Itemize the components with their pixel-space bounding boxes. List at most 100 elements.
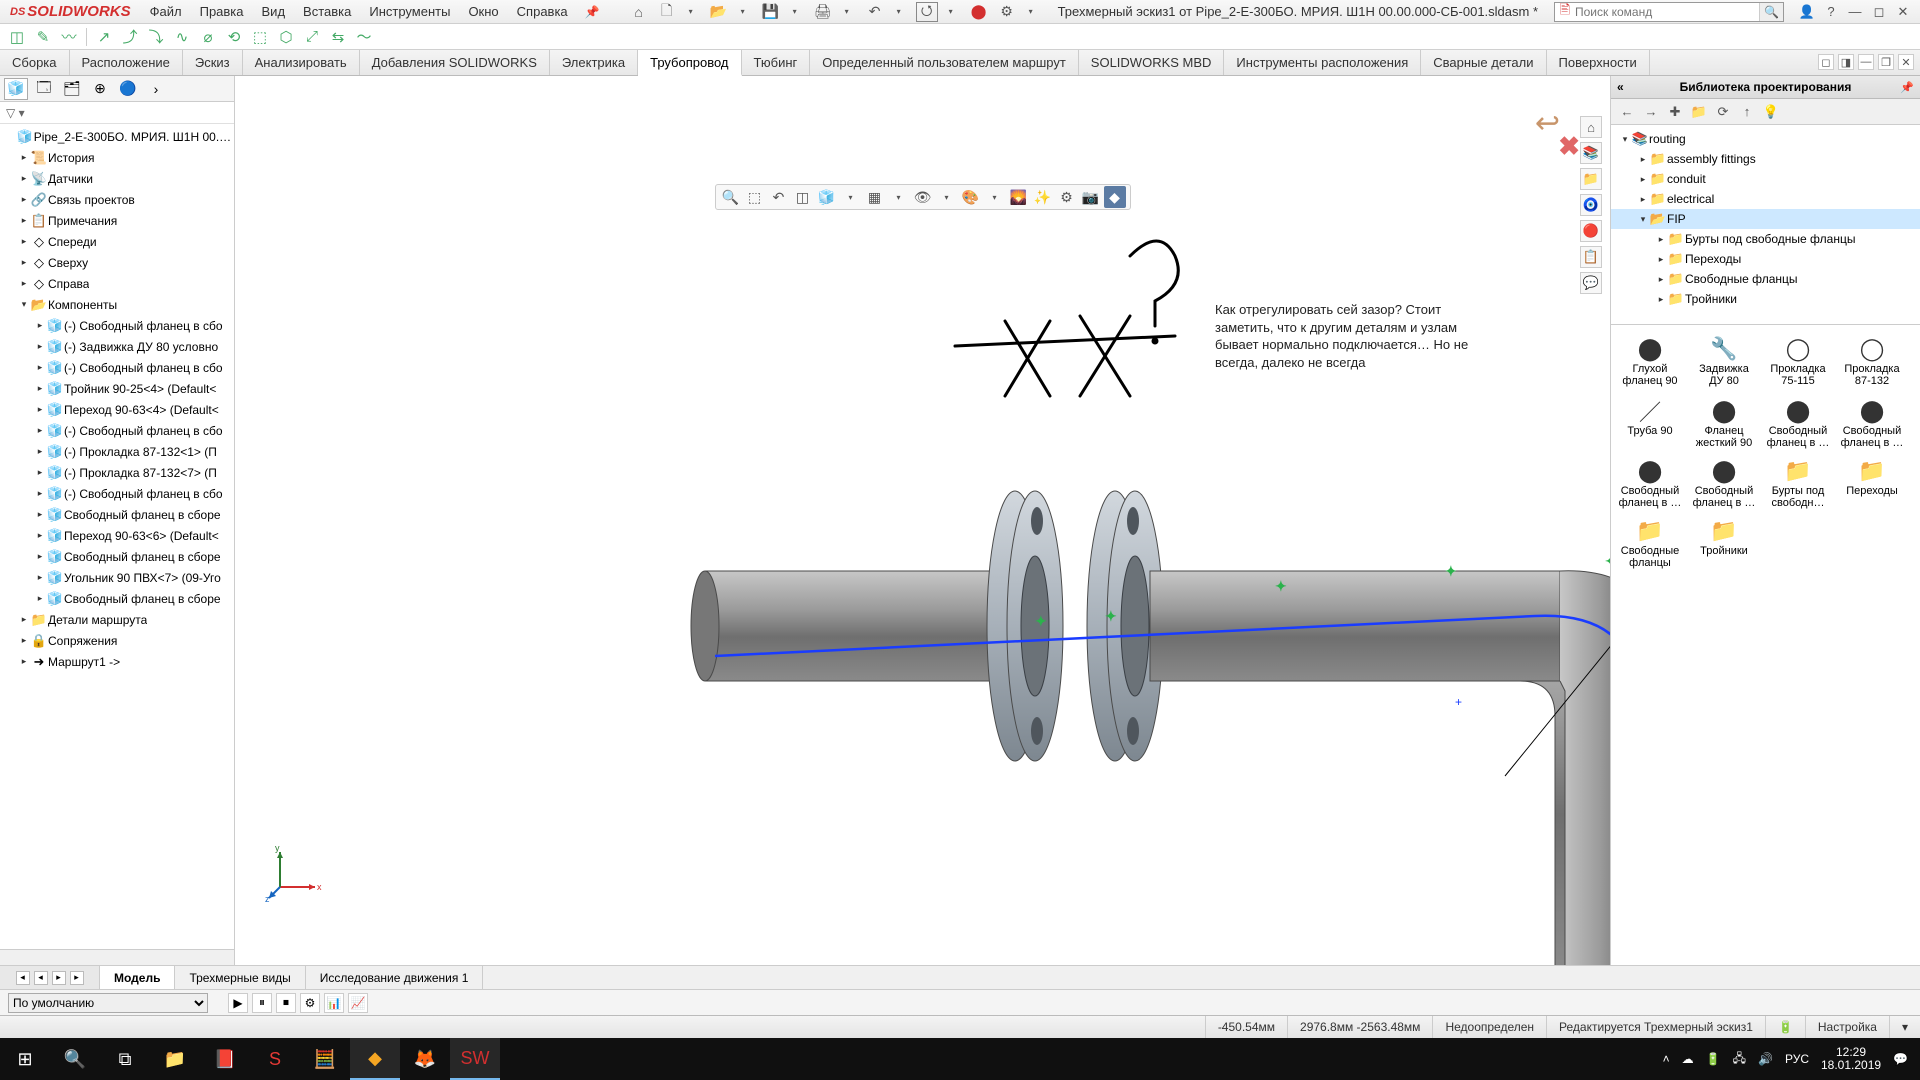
save-icon[interactable]: 💾 [760, 2, 782, 22]
new-icon[interactable]: 🗋 [656, 2, 678, 22]
tree-tab-display-icon[interactable]: 🔵 [116, 78, 140, 100]
pin-panel-icon[interactable]: 📌 [1900, 81, 1914, 94]
dlib-add-icon[interactable]: ✚ [1665, 102, 1685, 122]
tool-icon[interactable]: ∿ [173, 28, 191, 46]
display-style-icon[interactable]: ▦ [864, 186, 886, 208]
dlib-tree-row[interactable]: ▸📁Тройники [1611, 289, 1920, 309]
motion-icon[interactable]: ▶ [228, 993, 248, 1013]
tree-row[interactable]: ▸📡Датчики [0, 168, 234, 189]
tool-icon[interactable]: ⬡ [277, 28, 295, 46]
app-icon[interactable]: ◆ [350, 1038, 400, 1080]
pdf-icon[interactable]: 📕 [200, 1038, 250, 1080]
design-library-tree[interactable]: ▾📚routing▸📁assembly fittings▸📁conduit▸📁e… [1611, 125, 1920, 325]
dlib-item[interactable]: 📁Переходы [1837, 455, 1907, 511]
tree-row[interactable]: ▸🧊(-) Свободный фланец в сбо [0, 483, 234, 504]
cm-min-icon[interactable]: — [1858, 54, 1874, 70]
tool-icon[interactable]: ↗ [95, 28, 113, 46]
tray-battery-icon[interactable]: 🔋 [1706, 1052, 1721, 1066]
configuration-select[interactable]: По умолчанию [8, 993, 208, 1013]
cm-tab-1[interactable]: Расположение [70, 50, 183, 75]
tool-icon[interactable]: 〰 [60, 28, 78, 46]
user-icon[interactable]: 👤 [1796, 2, 1818, 22]
bottom-tab-1[interactable]: Трехмерные виды [175, 966, 305, 989]
menu-Правка[interactable]: Правка [191, 4, 253, 19]
command-search[interactable]: 🖹 🔍 [1554, 2, 1784, 22]
tree-row[interactable]: ▸◇Справа [0, 273, 234, 294]
appearance-icon[interactable]: 🎨 [960, 186, 982, 208]
tree-tab-feature-icon[interactable]: 🧊 [4, 78, 28, 100]
tree-row[interactable]: ▸🧊Переход 90-63<6> (Default< [0, 525, 234, 546]
dlib-back-icon[interactable]: ← [1617, 102, 1637, 122]
dlib-item[interactable]: 📁Бурты под свободн… [1763, 455, 1833, 511]
scene-icon[interactable]: 🌄 [1008, 186, 1030, 208]
tool-icon[interactable]: ⤢ [303, 28, 321, 46]
dlib-item[interactable]: ⬤Свободный фланец в … [1763, 395, 1833, 451]
tool-icon[interactable]: ⌀ [199, 28, 217, 46]
calc-icon[interactable]: 🧮 [300, 1038, 350, 1080]
tree-tab-property-icon[interactable]: 🗔 [32, 78, 56, 100]
tree-row[interactable]: ▸🧊(-) Прокладка 87-132<1> (П [0, 441, 234, 462]
view-settings-icon[interactable]: ⚙ [1056, 186, 1078, 208]
dlib-item[interactable]: ⬤Глухой фланец 90 [1615, 333, 1685, 391]
design-library-grid[interactable]: ⬤Глухой фланец 90🔧Задвижка ДУ 80 условно… [1611, 325, 1920, 965]
tool-icon[interactable]: ⤴ [121, 28, 139, 46]
taskview-button[interactable]: ⧉ [100, 1038, 150, 1080]
tray-volume-icon[interactable]: 🔊 [1758, 1052, 1773, 1066]
tree-tab-dim-icon[interactable]: ⊕ [88, 78, 112, 100]
cm-tab-4[interactable]: Добавления SOLIDWORKS [360, 50, 550, 75]
motion-icon[interactable]: ⏸ [252, 993, 272, 1013]
dlib-up-icon[interactable]: ↑ [1737, 102, 1757, 122]
cm-tab-2[interactable]: Эскиз [183, 50, 243, 75]
tool-icon[interactable]: ◫ [8, 28, 26, 46]
cm-dock-icon[interactable]: ◨ [1838, 54, 1854, 70]
dlib-item[interactable]: 📁Свободные фланцы [1615, 515, 1685, 571]
dlib-item[interactable]: ⬤Свободный фланец в … [1615, 455, 1685, 511]
tree-row[interactable]: ▸🧊Свободный фланец в сборе [0, 504, 234, 525]
minimize-icon[interactable]: — [1844, 2, 1866, 22]
tree-row[interactable]: ▸🧊Свободный фланец в сборе [0, 546, 234, 567]
tray-chevron-icon[interactable]: ˄ [1663, 1052, 1670, 1066]
tree-tab-config-icon[interactable]: 🗂 [60, 78, 84, 100]
menu-Файл[interactable]: Файл [141, 4, 191, 19]
dlib-item[interactable]: 🔧Задвижка ДУ 80 условно [1689, 333, 1759, 391]
pin-icon[interactable]: 📌 [577, 5, 608, 19]
motion-icon[interactable]: 📊 [324, 993, 344, 1013]
tool-icon[interactable]: ⬚ [251, 28, 269, 46]
render-icon[interactable]: ✨ [1032, 186, 1054, 208]
tab-nav-buttons[interactable]: ◂◂▸▸ [0, 966, 100, 989]
tree-row[interactable]: ▸◇Сверху [0, 252, 234, 273]
search-category-icon[interactable]: 🖹 [1555, 1, 1575, 23]
feature-tree[interactable]: 🧊Pipe_2-E-300БО. МРИЯ. Ш1Н 00.00.▸📜Истор… [0, 124, 234, 949]
cm-restore-icon[interactable]: ❐ [1878, 54, 1894, 70]
prev-view-icon[interactable]: ↶ [768, 186, 790, 208]
tree-row[interactable]: ▸◇Спереди [0, 231, 234, 252]
tree-row[interactable]: ▸🧊(-) Свободный фланец в сбо [0, 315, 234, 336]
rebuild-icon[interactable]: ⬤ [968, 2, 990, 22]
section-icon[interactable]: ◫ [792, 186, 814, 208]
cm-tab-0[interactable]: Сборка [0, 50, 70, 75]
dlib-tree-row[interactable]: ▸📁electrical [1611, 189, 1920, 209]
dlib-tree-row[interactable]: ▸📁Переходы [1611, 249, 1920, 269]
tree-row[interactable]: ▸📁Детали маршрута [0, 609, 234, 630]
tool-icon[interactable]: ✎ [34, 28, 52, 46]
home-icon[interactable]: ⌂ [628, 2, 650, 22]
dlib-tree-row[interactable]: ▸📁conduit [1611, 169, 1920, 189]
tree-row[interactable]: ▾📂Компоненты [0, 294, 234, 315]
tree-row[interactable]: ▸🧊Угольник 90 ПВХ<7> (09-Уго [0, 567, 234, 588]
tree-tab-more-icon[interactable]: › [144, 78, 168, 100]
dlib-refresh-icon[interactable]: ⟳ [1713, 102, 1733, 122]
tree-row[interactable]: ▸➜Маршрут1 -> [0, 651, 234, 672]
cm-tab-9[interactable]: SOLIDWORKS MBD [1079, 50, 1225, 75]
cm-tab-8[interactable]: Определенный пользователем маршрут [810, 50, 1079, 75]
menu-Вставка[interactable]: Вставка [294, 4, 360, 19]
dlib-item[interactable]: ⬤Свободный фланец в … [1837, 395, 1907, 451]
firefox-icon[interactable]: 🦊 [400, 1038, 450, 1080]
zoom-area-icon[interactable]: ⬚ [744, 186, 766, 208]
tray-cloud-icon[interactable]: ☁ [1682, 1052, 1694, 1066]
solidworks-taskbar-icon[interactable]: SW [450, 1038, 500, 1080]
zoom-fit-icon[interactable]: 🔍 [720, 186, 742, 208]
tree-row[interactable]: ▸🧊Свободный фланец в сборе [0, 588, 234, 609]
tree-row[interactable]: ▸🧊(-) Прокладка 87-132<7> (П [0, 462, 234, 483]
tree-row[interactable]: 🧊Pipe_2-E-300БО. МРИЯ. Ш1Н 00.00. [0, 126, 234, 147]
dlib-tree-row[interactable]: ▸📁assembly fittings [1611, 149, 1920, 169]
